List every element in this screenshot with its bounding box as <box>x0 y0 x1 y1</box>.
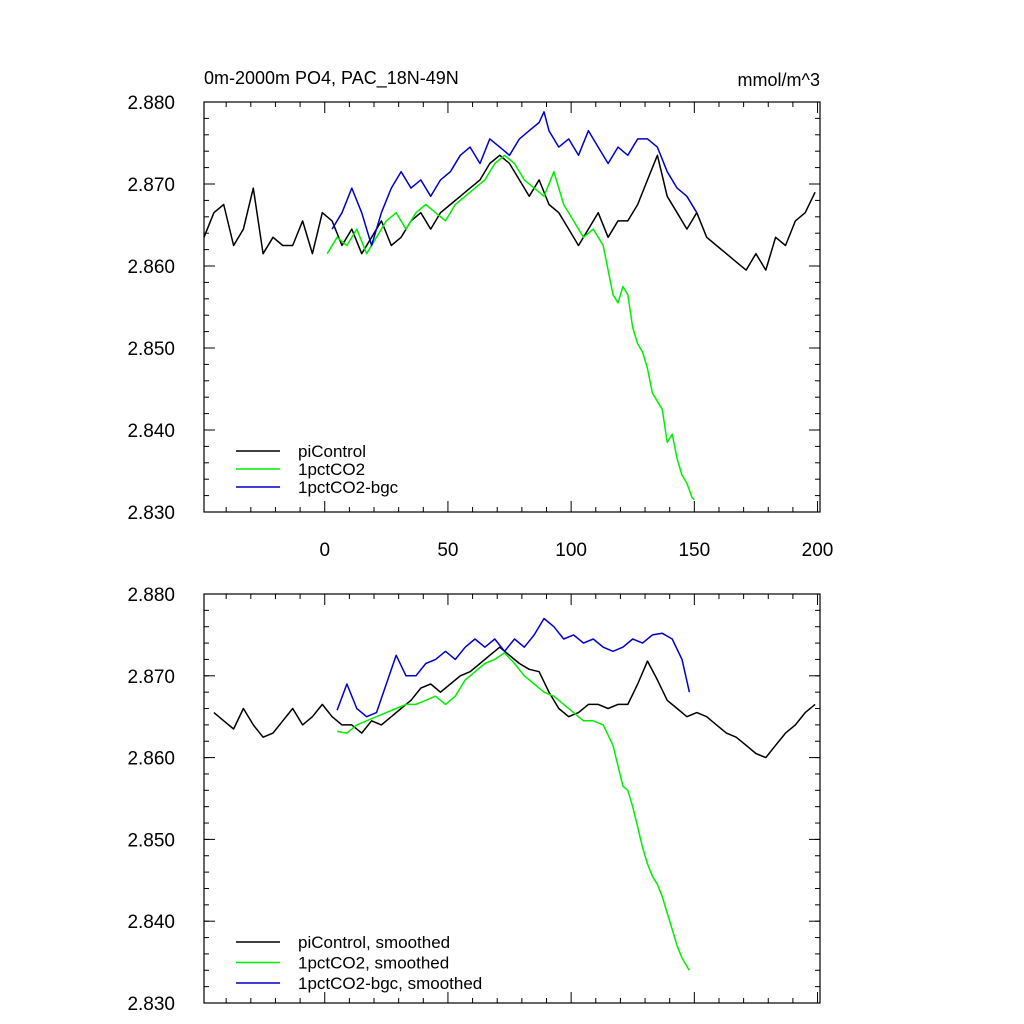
legend-label: 1pctCO2 <box>298 460 365 479</box>
x-tick-label: 150 <box>678 540 710 561</box>
series-line <box>331 111 698 247</box>
y-tick-label: 2.830 <box>127 994 175 1015</box>
y-tick-label: 2.860 <box>127 257 175 278</box>
y-tick-label: 2.840 <box>127 421 175 442</box>
y-tick-label: 2.860 <box>127 749 175 770</box>
y-tick-label: 2.880 <box>127 585 175 606</box>
series-line <box>336 652 691 971</box>
series-line <box>213 646 816 759</box>
y-tick-label: 2.840 <box>127 912 175 933</box>
y-tick-label: 2.880 <box>127 93 175 114</box>
legend-label: piControl <box>298 442 366 461</box>
x-tick-label: 0 <box>319 540 330 561</box>
y-tick-label: 2.870 <box>127 667 175 688</box>
legend-label: piControl, smoothed <box>298 933 450 952</box>
top-panel: 2.830 2.840 2.850 2.860 2.870 2.880 0 50 100 150 2… <box>127 93 833 561</box>
series-line <box>203 154 816 271</box>
x-tick-label: 200 <box>802 540 834 561</box>
y-tick-label: 2.830 <box>127 503 175 524</box>
x-tick-label: 100 <box>555 540 587 561</box>
plot-frame <box>203 101 821 513</box>
x-tick-label: 50 <box>437 540 458 561</box>
series-line <box>336 617 691 718</box>
y-tick-label: 2.850 <box>127 339 175 360</box>
legend-label: 1pctCO2-bgc <box>298 478 399 497</box>
legend-label: 1pctCO2, smoothed <box>298 954 449 973</box>
legend-label: 1pctCO2-bgc, smoothed <box>298 974 482 993</box>
plot-frame <box>203 593 821 1004</box>
chart-units: mmol/m^3 <box>738 70 820 90</box>
y-tick-label: 2.870 <box>127 175 175 196</box>
chart-title: 0m-2000m PO4, PAC_18N-49N <box>204 68 459 89</box>
bottom-panel: 2.830 2.840 2.850 2.860 2.870 2.880 piControl,… <box>127 585 821 1015</box>
series-line <box>326 154 695 501</box>
y-tick-label: 2.850 <box>127 830 175 851</box>
